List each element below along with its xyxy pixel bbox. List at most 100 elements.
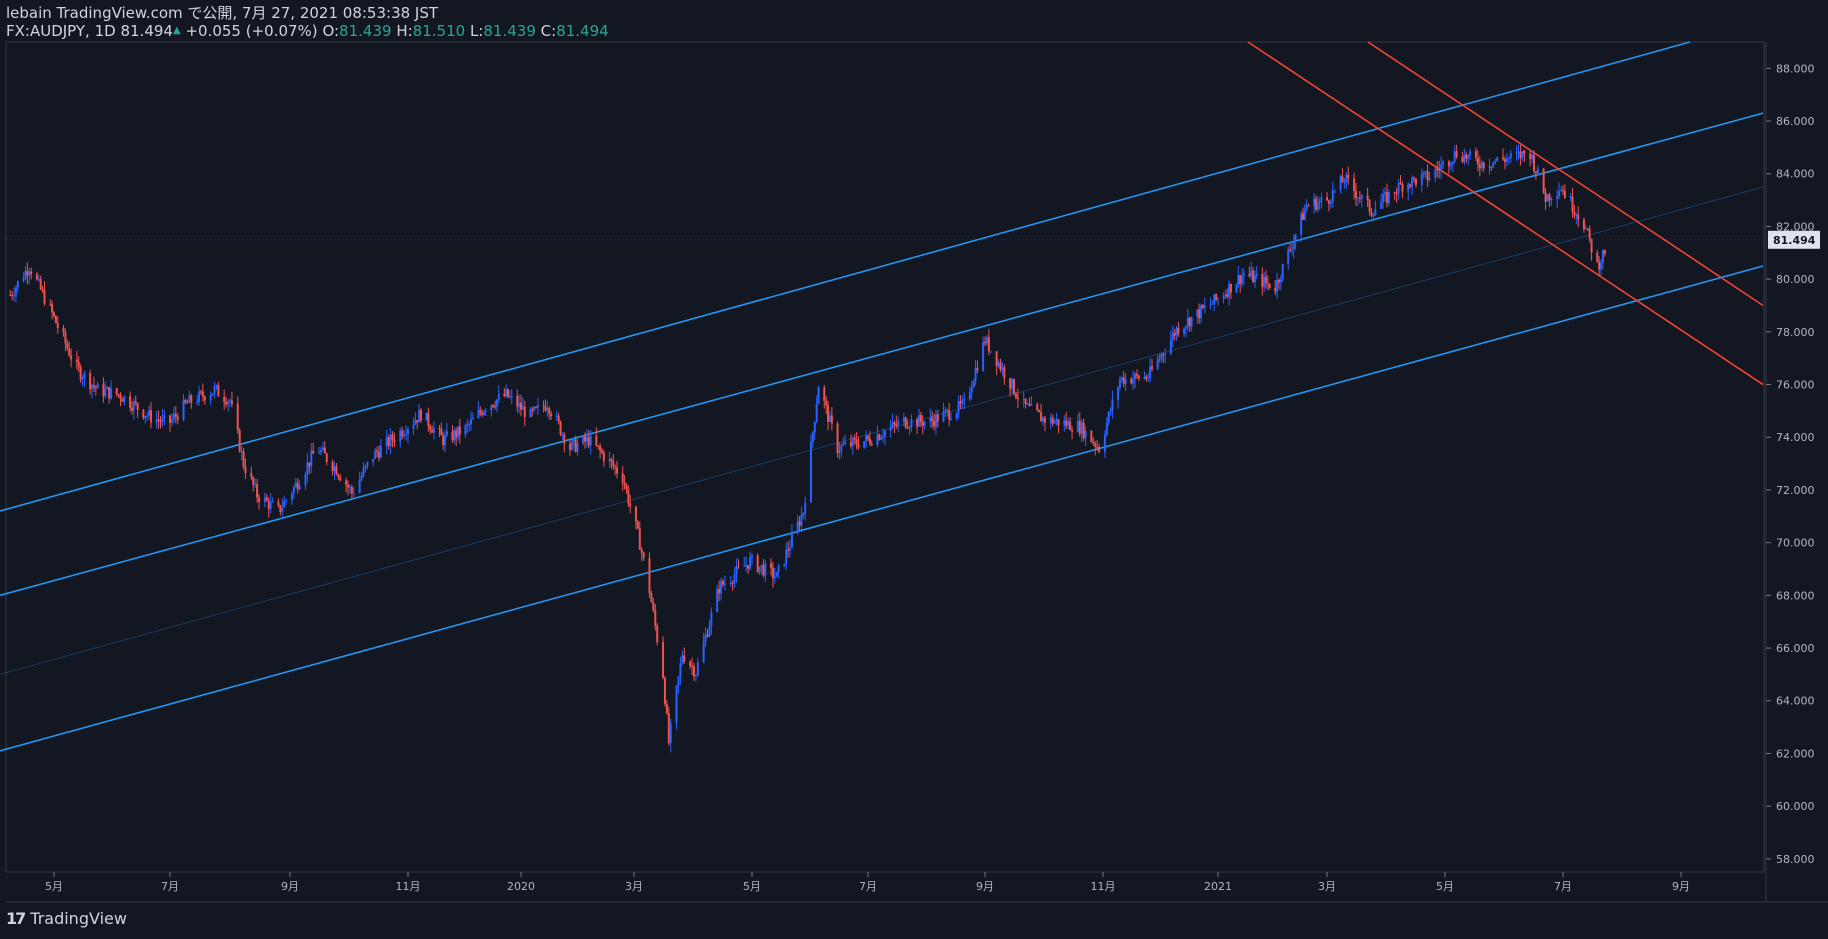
- candle-body: [348, 487, 351, 489]
- candle-body: [252, 477, 255, 485]
- candle-body: [897, 421, 900, 426]
- candle-body: [764, 563, 767, 576]
- candle-body: [570, 441, 573, 450]
- candle-body: [1201, 305, 1204, 308]
- candle-body: [1277, 279, 1280, 283]
- candle-body: [451, 431, 454, 441]
- candle-body: [39, 278, 42, 290]
- candle-body: [240, 451, 243, 453]
- candle-body: [1401, 184, 1404, 192]
- candle-body: [53, 312, 55, 316]
- candle-body: [1411, 177, 1414, 187]
- candle-body: [159, 420, 162, 423]
- candle-body: [121, 398, 124, 402]
- candle-body: [412, 423, 415, 429]
- candle-body: [1440, 164, 1443, 171]
- y-tick-label: 66.000: [1776, 642, 1815, 655]
- candle-body: [1067, 421, 1070, 426]
- candle-body: [1143, 376, 1146, 379]
- x-tick-label: 11月: [396, 880, 421, 893]
- candle-body: [929, 417, 932, 422]
- candle-body: [1329, 202, 1332, 204]
- candle-body: [796, 521, 799, 534]
- candle-body: [182, 400, 185, 421]
- candle-body: [679, 663, 682, 677]
- candle-body: [1217, 298, 1219, 300]
- candle-body: [1036, 404, 1039, 410]
- candle-body: [665, 704, 668, 714]
- candle-body: [1103, 434, 1106, 452]
- candle-body: [910, 419, 913, 428]
- candle-body: [1372, 215, 1375, 217]
- candle-body: [1469, 151, 1472, 156]
- candle-body: [868, 438, 871, 444]
- candle-body: [521, 406, 524, 410]
- candle-body: [1356, 197, 1359, 199]
- candle-body: [855, 439, 858, 445]
- candle-body: [1575, 214, 1578, 216]
- candle-body: [516, 395, 519, 407]
- candle-body: [366, 462, 369, 466]
- candle-body: [508, 396, 511, 398]
- candle-body: [196, 402, 199, 404]
- candle-body: [453, 430, 456, 441]
- candle-body: [362, 468, 365, 476]
- candle-body: [656, 625, 659, 643]
- candle-body: [81, 378, 84, 380]
- candle-body: [265, 497, 268, 501]
- candle-body: [1326, 197, 1328, 201]
- candle-body: [385, 437, 388, 446]
- candle-body: [1505, 158, 1508, 162]
- candle-body: [339, 476, 342, 481]
- candle-body: [213, 386, 216, 394]
- candle-body: [96, 384, 99, 389]
- candle-body: [999, 362, 1002, 370]
- candle-body: [760, 565, 763, 567]
- candle-body: [669, 723, 672, 744]
- candle-body: [982, 341, 985, 371]
- candle-body: [535, 407, 538, 409]
- candle-body: [557, 415, 560, 422]
- low-label: L:: [469, 22, 484, 40]
- y-tick-label: 78.000: [1776, 326, 1815, 339]
- candle-body: [987, 337, 990, 352]
- candle-body: [225, 401, 228, 405]
- candle-body: [963, 399, 966, 401]
- candle-body: [675, 685, 678, 724]
- candle-body: [1080, 422, 1083, 434]
- candle-body: [1084, 430, 1087, 439]
- candle-body: [844, 441, 847, 444]
- candle-body: [1003, 367, 1006, 379]
- candle-body: [1164, 353, 1167, 355]
- open-value: 81.439: [339, 22, 392, 40]
- candle-body: [692, 666, 695, 677]
- x-tick-label: 3月: [625, 880, 643, 893]
- candle-body: [389, 434, 392, 447]
- candle-body: [629, 503, 632, 507]
- candle-body: [418, 409, 421, 423]
- candle-body: [1118, 379, 1121, 388]
- candle-body: [582, 436, 585, 444]
- candle-body: [1051, 417, 1054, 424]
- high-value: 81.510: [412, 22, 466, 40]
- x-tick-label: 5月: [45, 880, 63, 893]
- candle-body: [817, 387, 820, 405]
- candle-body: [169, 415, 171, 423]
- candle-body: [376, 450, 379, 453]
- candle-body: [867, 435, 869, 439]
- candle-body: [1341, 176, 1344, 183]
- candle-body: [1544, 192, 1547, 202]
- candle-body: [1414, 178, 1417, 185]
- candle-body: [876, 434, 879, 445]
- candle-body: [22, 278, 25, 282]
- candle-body: [1451, 161, 1454, 165]
- candle-body: [1502, 157, 1505, 160]
- candle-body: [627, 489, 630, 504]
- channel-line-red-upper: [1367, 41, 1764, 307]
- y-tick-label: 62.000: [1776, 747, 1815, 760]
- candle-body: [190, 395, 193, 403]
- candle-body: [1063, 420, 1066, 426]
- candle-body: [119, 394, 122, 399]
- candle-body: [1237, 275, 1240, 285]
